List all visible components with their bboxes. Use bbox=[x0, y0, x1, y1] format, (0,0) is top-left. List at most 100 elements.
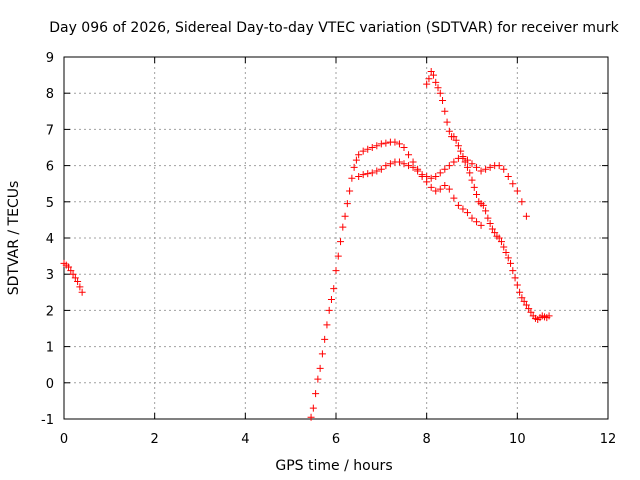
data-point bbox=[327, 296, 335, 304]
x-tick-labels: 0 2 4 6 8 10 12 bbox=[60, 432, 616, 447]
data-point bbox=[461, 158, 469, 166]
x-tick-label: 8 bbox=[423, 432, 431, 447]
data-point bbox=[427, 67, 435, 75]
data-point bbox=[432, 172, 440, 180]
data-point bbox=[450, 194, 458, 202]
data-point bbox=[482, 207, 490, 215]
y-tick-label: 1 bbox=[46, 341, 54, 356]
data-point bbox=[359, 171, 367, 179]
data-point bbox=[479, 201, 487, 209]
data-point bbox=[352, 156, 360, 164]
data-point bbox=[477, 221, 485, 229]
data-point bbox=[436, 185, 444, 193]
data-point bbox=[502, 248, 510, 256]
data-point bbox=[468, 176, 476, 184]
data-point bbox=[78, 288, 86, 296]
data-point bbox=[65, 263, 73, 271]
data-point bbox=[395, 158, 403, 166]
data-point bbox=[400, 160, 408, 168]
data-point bbox=[409, 163, 417, 171]
data-point bbox=[488, 225, 496, 233]
data-point bbox=[69, 270, 77, 278]
y-tick-label: 9 bbox=[46, 51, 54, 66]
data-point bbox=[432, 78, 440, 86]
data-point bbox=[509, 267, 517, 275]
data-point bbox=[386, 160, 394, 168]
data-point bbox=[423, 172, 431, 180]
data-point bbox=[516, 288, 524, 296]
data-point bbox=[459, 205, 467, 213]
data-point bbox=[497, 238, 505, 246]
data-point bbox=[425, 75, 433, 83]
data-point bbox=[346, 187, 354, 195]
data-point bbox=[339, 223, 347, 231]
data-point bbox=[500, 165, 508, 173]
data-point bbox=[382, 139, 390, 147]
data-point bbox=[377, 140, 385, 148]
y-tick-label: 8 bbox=[46, 87, 54, 102]
data-point bbox=[355, 172, 363, 180]
data-point bbox=[454, 142, 462, 150]
data-point bbox=[423, 80, 431, 88]
data-point bbox=[445, 127, 453, 135]
chart-title: Day 096 of 2026, Sidereal Day-to-day VTE… bbox=[49, 20, 619, 36]
data-point bbox=[314, 375, 322, 383]
data-point bbox=[429, 71, 437, 79]
data-point bbox=[368, 169, 376, 177]
data-point bbox=[341, 212, 349, 220]
data-point bbox=[373, 142, 381, 150]
x-tick-label: 12 bbox=[600, 432, 617, 447]
y-tick-label: 4 bbox=[46, 232, 54, 247]
data-point bbox=[309, 404, 317, 412]
data-point bbox=[507, 259, 515, 267]
y-tick-label: 7 bbox=[46, 123, 54, 138]
x-tick-label: 2 bbox=[151, 432, 159, 447]
data-point bbox=[337, 238, 345, 246]
data-point bbox=[486, 163, 494, 171]
data-point bbox=[332, 267, 340, 275]
data-point bbox=[441, 182, 449, 190]
data-point bbox=[441, 107, 449, 115]
data-point bbox=[330, 285, 338, 293]
data-point bbox=[76, 283, 84, 291]
data-point bbox=[504, 254, 512, 262]
data-point bbox=[527, 308, 535, 316]
data-point bbox=[457, 147, 465, 155]
data-point bbox=[441, 165, 449, 173]
data-point bbox=[323, 321, 331, 329]
data-point bbox=[445, 162, 453, 170]
data-point bbox=[518, 198, 526, 206]
data-point bbox=[325, 306, 333, 314]
data-point bbox=[500, 243, 508, 251]
data-point bbox=[466, 169, 474, 177]
data-point bbox=[520, 297, 528, 305]
data-point bbox=[468, 160, 476, 168]
data-point bbox=[318, 350, 326, 358]
data-point bbox=[350, 163, 358, 171]
y-tick-label: -1 bbox=[41, 413, 54, 428]
data-point bbox=[468, 214, 476, 222]
data-point bbox=[459, 153, 467, 161]
data-point bbox=[439, 96, 447, 104]
data-point bbox=[452, 136, 460, 144]
data-point bbox=[334, 252, 342, 260]
data-point bbox=[495, 234, 503, 242]
data-point bbox=[454, 201, 462, 209]
x-tick-label: 4 bbox=[241, 432, 249, 447]
data-point bbox=[71, 274, 79, 282]
data-point bbox=[513, 281, 521, 289]
x-axis-label: GPS time / hours bbox=[275, 458, 392, 474]
data-point bbox=[525, 305, 533, 313]
data-point bbox=[509, 180, 517, 188]
data-point bbox=[511, 274, 519, 282]
data-point bbox=[321, 335, 329, 343]
data-point bbox=[74, 277, 82, 285]
x-tick-label: 10 bbox=[509, 432, 526, 447]
data-point bbox=[382, 162, 390, 170]
y-axis-label: SDTVAR / TECUs bbox=[6, 181, 22, 296]
data-point bbox=[513, 187, 521, 195]
series-arc-1 bbox=[60, 259, 86, 296]
data-point bbox=[359, 147, 367, 155]
data-point bbox=[473, 191, 481, 199]
